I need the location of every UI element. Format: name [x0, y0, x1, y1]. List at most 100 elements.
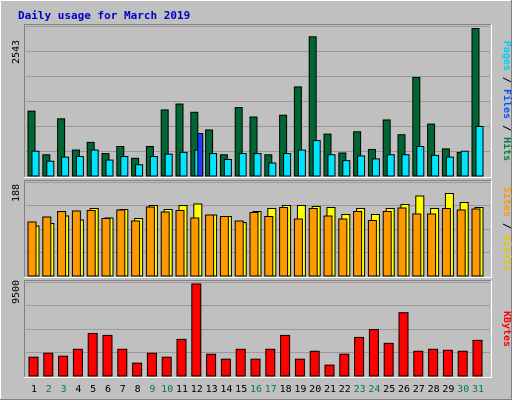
bar-kbytes	[161, 356, 172, 377]
bar-kbytes	[132, 362, 143, 377]
bar-files	[475, 125, 484, 177]
bar-files	[90, 149, 99, 177]
bar-kbytes	[58, 355, 69, 377]
x-axis-label: 23	[354, 384, 366, 395]
bar-sites	[441, 208, 451, 277]
legend-pages: Pages	[501, 41, 512, 71]
x-axis-label: 19	[294, 384, 306, 395]
bar-kbytes	[176, 338, 187, 377]
bar-files	[460, 150, 469, 177]
bar-files	[223, 158, 232, 177]
bar-sites	[205, 214, 215, 277]
bar-sites	[145, 206, 155, 277]
x-axis-label: 25	[383, 384, 395, 395]
legend-visits: Visits	[501, 235, 512, 271]
bar-files	[327, 154, 336, 177]
x-axis-label: 6	[105, 384, 111, 395]
top-y-max-label: 2543	[11, 40, 22, 64]
bar-kbytes	[383, 342, 394, 377]
x-axis-label: 27	[413, 384, 425, 395]
bar-sites	[101, 218, 111, 277]
bar-kbytes	[72, 348, 83, 377]
bar-sites	[190, 217, 200, 277]
x-axis-label: 18	[280, 384, 292, 395]
bar-pages	[197, 133, 204, 177]
bar-files	[120, 156, 129, 177]
bar-kbytes	[398, 312, 409, 377]
x-axis-label: 16	[250, 384, 262, 395]
x-axis-label: 30	[457, 384, 469, 395]
bar-files	[386, 154, 395, 177]
bars	[27, 28, 484, 377]
bar-sites	[234, 220, 244, 277]
bar-sites	[397, 207, 407, 277]
bar-sites	[308, 208, 318, 277]
legend-sites: Sites	[501, 187, 512, 217]
bar-kbytes	[294, 358, 305, 377]
x-axis-label: 20	[309, 384, 321, 395]
x-axis-label: 22	[339, 384, 351, 395]
bar-files	[179, 151, 188, 177]
bar-files	[209, 153, 218, 177]
bar-sites	[293, 218, 303, 277]
bar-files	[149, 156, 158, 177]
bar-kbytes	[265, 348, 276, 377]
bar-kbytes	[354, 336, 365, 377]
bar-kbytes	[442, 349, 453, 377]
x-axis-label: 31	[472, 384, 484, 395]
bar-files	[312, 140, 321, 177]
bar-kbytes	[206, 353, 217, 377]
bar-sites	[471, 208, 481, 277]
bar-files	[431, 154, 440, 177]
legend-hits: Hits	[501, 137, 512, 161]
bar-sites	[71, 210, 81, 277]
x-axis-label: 15	[235, 384, 247, 395]
bar-files	[253, 153, 262, 177]
bar-sites	[116, 209, 126, 277]
x-axis-label: 11	[176, 384, 188, 395]
bar-kbytes	[146, 352, 157, 377]
bar-sites	[427, 213, 437, 277]
x-axis-label: 28	[428, 384, 440, 395]
bar-sites	[382, 211, 392, 277]
x-axis-label: 29	[442, 384, 454, 395]
legend-separator: /	[501, 217, 512, 235]
bar-sites	[264, 216, 274, 277]
bar-kbytes	[191, 283, 202, 377]
bar-kbytes	[457, 350, 468, 377]
bar-kbytes	[280, 334, 291, 377]
x-axis-label: 21	[324, 384, 336, 395]
legend-separator: /	[501, 71, 512, 89]
bar-files	[135, 164, 144, 177]
bar-files	[238, 153, 247, 177]
bar-files	[416, 146, 425, 177]
bar-sites	[367, 220, 377, 277]
bar-kbytes	[87, 332, 98, 377]
bar-kbytes	[117, 348, 128, 377]
bar-kbytes	[43, 352, 54, 377]
bar-kbytes	[428, 348, 439, 377]
x-axis-label: 3	[61, 384, 67, 395]
bar-sites	[338, 218, 348, 277]
bar-kbytes	[235, 348, 246, 377]
x-axis-labels: 1 2 3 4 5 6 7 8 9 10 11 12 13 14 15 16 17 18 19 20 21 22 23 24 2…	[31, 384, 484, 395]
bar-files	[61, 156, 70, 177]
bar-sites	[219, 216, 229, 277]
bar-sites	[86, 210, 96, 277]
bar-sites	[42, 216, 52, 277]
bar-sites	[249, 212, 259, 277]
x-axis-label: 10	[161, 384, 173, 395]
x-axis-label: 9	[149, 384, 155, 395]
bar-sites	[353, 211, 363, 277]
x-axis-label: 13	[206, 384, 218, 395]
legend-files: Files	[501, 89, 512, 119]
bar-kbytes	[324, 364, 335, 377]
bar-kbytes	[413, 350, 424, 377]
bar-files	[46, 160, 55, 177]
bottom-y-max-label: 9500	[11, 280, 22, 304]
middle-y-max-label: 188	[11, 184, 22, 202]
x-axis-label: 5	[90, 384, 96, 395]
bar-files	[342, 160, 351, 177]
x-axis-label: 4	[75, 384, 81, 395]
